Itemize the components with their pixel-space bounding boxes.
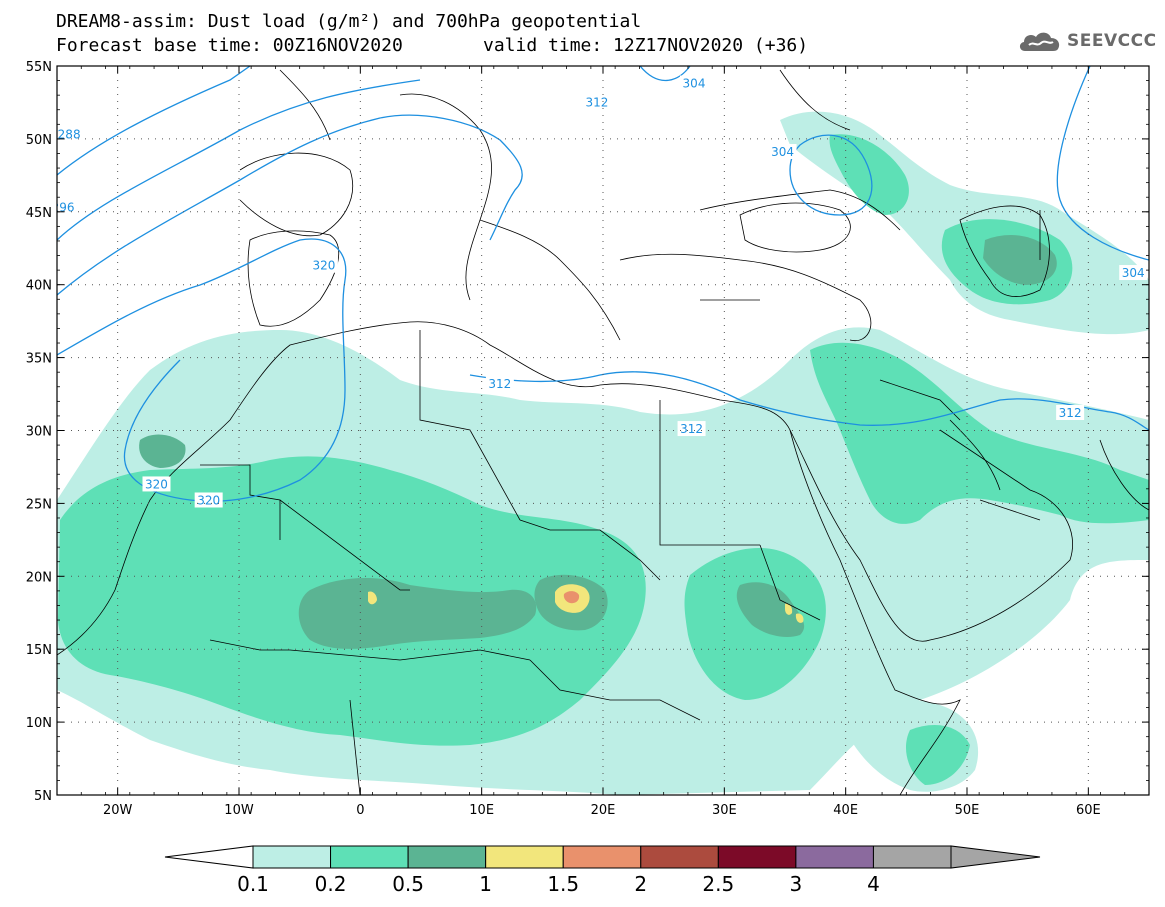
legend-swatch <box>562 845 642 869</box>
map-title: DREAM8-assim: Dust load (g/m²) and 700hP… <box>56 11 642 32</box>
lon-tick-label: 30E <box>712 803 737 818</box>
lat-tick-label: 25N <box>26 497 52 512</box>
lon-tick-label: 40E <box>833 803 858 818</box>
lat-lon-grid <box>57 66 1149 795</box>
lon-tick-label: 0 <box>356 803 364 818</box>
lat-tick-label: 40N <box>26 279 52 294</box>
contour-label-bg <box>1056 405 1085 421</box>
cloud-icon <box>1019 32 1060 51</box>
contour-label-bg <box>1119 265 1148 281</box>
contour-label: 312 <box>1059 406 1082 420</box>
legend-label: 0.1 <box>237 872 269 896</box>
base-time-text: Forecast base time: 00Z16NOV2020 <box>56 35 403 56</box>
valid-time: valid time: 12Z17NOV2020 (+36) <box>483 35 809 56</box>
legend-swatch <box>330 845 409 869</box>
contour-label: 320 <box>145 477 168 491</box>
contour-label-bg <box>309 257 338 273</box>
legend-swatch <box>640 845 719 869</box>
contour-label-bg <box>194 492 223 508</box>
contour-label: 296 <box>52 200 75 214</box>
lon-tick-label: 10E <box>469 803 494 818</box>
contour-label: 304 <box>1122 266 1145 280</box>
lat-tick-label: 15N <box>26 643 52 658</box>
lon-tick-label: 50E <box>955 803 980 818</box>
lat-tick-label: 55N <box>26 60 52 75</box>
forecast-base-time: Forecast base time: 00Z16NOV2020 valid ti… <box>56 35 808 56</box>
contour-label-bg <box>142 476 171 492</box>
contour-label: 312 <box>488 377 511 391</box>
legend-swatch <box>252 845 332 869</box>
contour-label-bg <box>57 126 84 142</box>
legend-under-arrow <box>164 845 254 869</box>
lon-tick-label: 20E <box>591 803 616 818</box>
contour-label: 320 <box>197 493 220 507</box>
contour-label-bg <box>768 144 797 160</box>
legend-swatch <box>485 845 564 869</box>
contour-label: 320 <box>312 259 335 273</box>
contour-label: 288 <box>58 128 81 142</box>
lat-tick-label: 5N <box>34 789 52 804</box>
legend-label: 1.5 <box>547 872 579 896</box>
legend-label: 4 <box>867 872 880 896</box>
legend-label: 2.5 <box>702 872 734 896</box>
lat-tick-label: 45N <box>26 206 52 221</box>
legend-swatch <box>717 845 797 869</box>
color-legend: 0.1 0.2 0.5 1 1.5 2 2.5 3 4 <box>164 845 1041 896</box>
lat-tick-label: 10N <box>26 716 52 731</box>
contour-label: 312 <box>680 422 703 436</box>
contour-label-bg <box>677 421 706 437</box>
lat-tick-label: 30N <box>26 425 52 440</box>
legend-label: 0.2 <box>315 872 347 896</box>
legend-label: 3 <box>790 872 803 896</box>
contour-label-bg <box>680 75 708 91</box>
lat-tick-label: 50N <box>26 133 52 148</box>
seevccc-logo: SEEVCCC <box>1017 26 1157 56</box>
contour-label: 304 <box>683 76 706 90</box>
legend-swatch <box>795 845 874 869</box>
legend-label: 0.5 <box>392 872 424 896</box>
lon-tick-label: 10W <box>224 803 254 818</box>
lon-tick-label: 20W <box>103 803 133 818</box>
contour-label: 304 <box>771 145 794 159</box>
logo-text: SEEVCCC <box>1067 31 1157 51</box>
lat-tick-label: 35N <box>26 352 52 367</box>
legend-label: 2 <box>634 872 647 896</box>
dust-load-field <box>57 111 1149 795</box>
legend-swatch <box>407 845 487 869</box>
contour-label-bg <box>485 375 514 391</box>
lat-tick-label: 20N <box>26 570 52 585</box>
contour-label: 312 <box>585 95 608 109</box>
contour-label-bg <box>57 199 78 215</box>
lon-tick-label: 60E <box>1076 803 1101 818</box>
legend-label: 1 <box>479 872 492 896</box>
legend-over-arrow <box>950 845 1041 869</box>
contour-label-bg <box>582 94 611 110</box>
legend-swatch <box>872 845 952 869</box>
